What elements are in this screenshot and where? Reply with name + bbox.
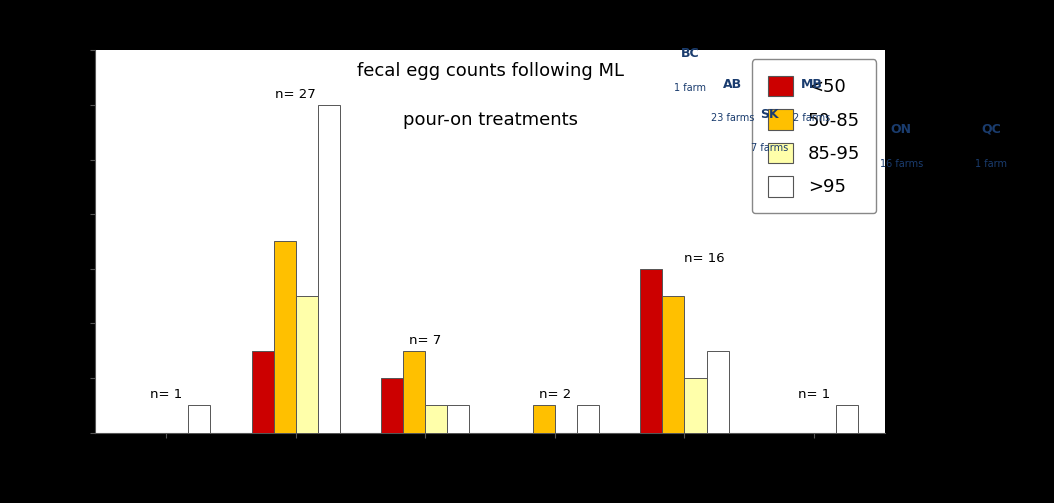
Text: n= 7: n= 7 (409, 333, 442, 347)
Text: SK: SK (760, 108, 779, 121)
Text: 7 farms: 7 farms (750, 143, 788, 153)
Text: QC: QC (981, 123, 1000, 136)
Bar (684, 378, 706, 433)
Bar (189, 405, 210, 433)
Text: MB: MB (801, 77, 822, 91)
Bar (836, 405, 858, 433)
Bar (426, 405, 447, 433)
Bar (533, 405, 554, 433)
Bar (447, 405, 469, 433)
Bar (382, 378, 404, 433)
Text: 2 farms: 2 farms (793, 113, 831, 123)
Text: n= 2: n= 2 (539, 388, 571, 401)
Text: 23 farms: 23 farms (710, 113, 755, 123)
Bar (252, 351, 274, 433)
Text: BC: BC (681, 47, 700, 60)
Bar (577, 405, 599, 433)
Bar (663, 296, 684, 433)
Text: n= 1: n= 1 (150, 388, 182, 401)
Text: pour-on treatments: pour-on treatments (403, 112, 578, 129)
Text: AB: AB (723, 77, 742, 91)
Text: n= 1: n= 1 (798, 388, 831, 401)
Bar (641, 269, 663, 433)
Bar (404, 351, 426, 433)
Text: 1 farm: 1 farm (675, 83, 706, 93)
Legend: <50, 50-85, 85-95, >95: <50, 50-85, 85-95, >95 (752, 59, 876, 213)
Text: 1 farm: 1 farm (975, 158, 1007, 169)
Text: n= 16: n= 16 (684, 252, 724, 265)
X-axis label: Province: Province (446, 467, 534, 485)
Text: ON: ON (891, 123, 912, 136)
Bar (274, 241, 296, 433)
Text: fecal egg counts following ML: fecal egg counts following ML (356, 62, 624, 80)
Bar (296, 296, 317, 433)
Text: n= 27: n= 27 (275, 88, 316, 101)
Bar (706, 351, 728, 433)
Bar (317, 105, 339, 433)
Text: 16 farms: 16 farms (879, 158, 923, 169)
Y-axis label: Number of Farms: Number of Farms (39, 154, 57, 329)
